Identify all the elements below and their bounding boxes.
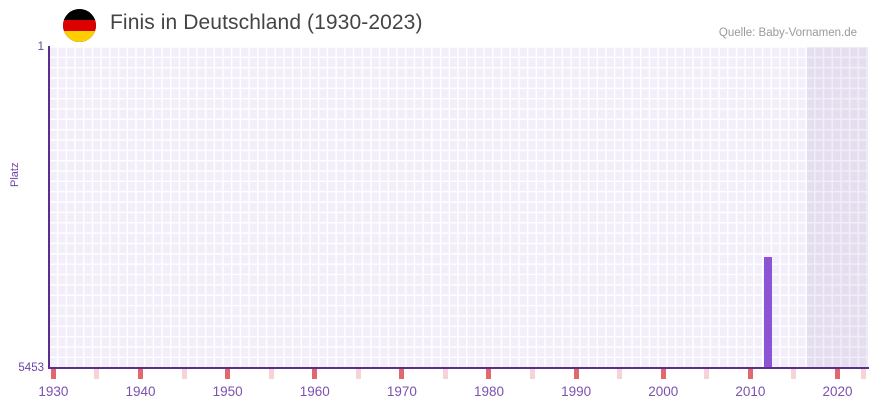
x-axis-minor-tick-1945: [181, 369, 187, 379]
bar-2012: [763, 256, 773, 368]
x-axis-tick-label-1970: 1970: [386, 384, 417, 399]
y-axis-label: Platz: [9, 162, 21, 187]
x-axis-tick-label-2020: 2020: [822, 384, 853, 399]
x-axis-tick-1950: [225, 369, 231, 379]
x-axis-tick-label-2010: 2010: [735, 384, 766, 399]
x-axis-tick-2010: [747, 369, 753, 379]
y-axis-line: [48, 46, 50, 369]
x-axis-minor-tick-1955: [268, 369, 274, 379]
flag-band-red: [63, 20, 96, 31]
x-axis-tick-label-1930: 1930: [38, 384, 69, 399]
flag-band-gold: [63, 31, 96, 42]
x-axis-tick-1980: [486, 369, 492, 379]
y-axis-tick-label-bottom: 5453: [18, 362, 44, 374]
x-axis-tick-1930: [50, 369, 56, 379]
x-axis-tick-label-1950: 1950: [212, 384, 243, 399]
x-axis-minor-tick-2015: [791, 369, 797, 379]
x-axis-tick-1990: [573, 369, 579, 379]
germany-flag-icon: [63, 9, 96, 42]
x-axis-tick-1970: [399, 369, 405, 379]
chart-header: Finis in Deutschland (1930-2023) Quelle:…: [0, 0, 873, 47]
x-axis-tick-label-1960: 1960: [299, 384, 330, 399]
x-axis-tick-label-1980: 1980: [473, 384, 505, 399]
y-axis-tick-label-top: 1: [37, 41, 44, 53]
x-axis-tick-label-1940: 1940: [125, 384, 156, 399]
x-axis-minor-tick-1965: [355, 369, 361, 379]
x-axis-line: [48, 367, 869, 369]
x-axis-tick-2020: [835, 369, 840, 379]
x-axis-tick-2000: [660, 369, 666, 379]
x-axis-tick-1940: [137, 369, 143, 379]
plot-area: [49, 47, 868, 368]
shaded-region-band: [807, 47, 868, 368]
x-axis-tick-label-2000: 2000: [648, 384, 679, 399]
plot-gridlines: [49, 47, 868, 368]
chart-title: Finis in Deutschland (1930-2023): [110, 11, 423, 34]
flag-band-black: [63, 9, 96, 20]
x-axis-minor-tick-1935: [94, 369, 100, 379]
x-axis-minor-tick-1975: [442, 369, 448, 379]
x-axis-minor-tick-2005: [704, 369, 710, 379]
source-note: Quelle: Baby-Vornamen.de: [718, 27, 857, 39]
x-axis-minor-tick-1985: [530, 369, 536, 379]
x-axis-tick-1960: [312, 369, 318, 379]
x-axis-tick-label-1990: 1990: [561, 384, 592, 399]
x-axis-minor-tick-1995: [617, 369, 623, 379]
x-axis-minor-tick-2023: [861, 369, 867, 379]
